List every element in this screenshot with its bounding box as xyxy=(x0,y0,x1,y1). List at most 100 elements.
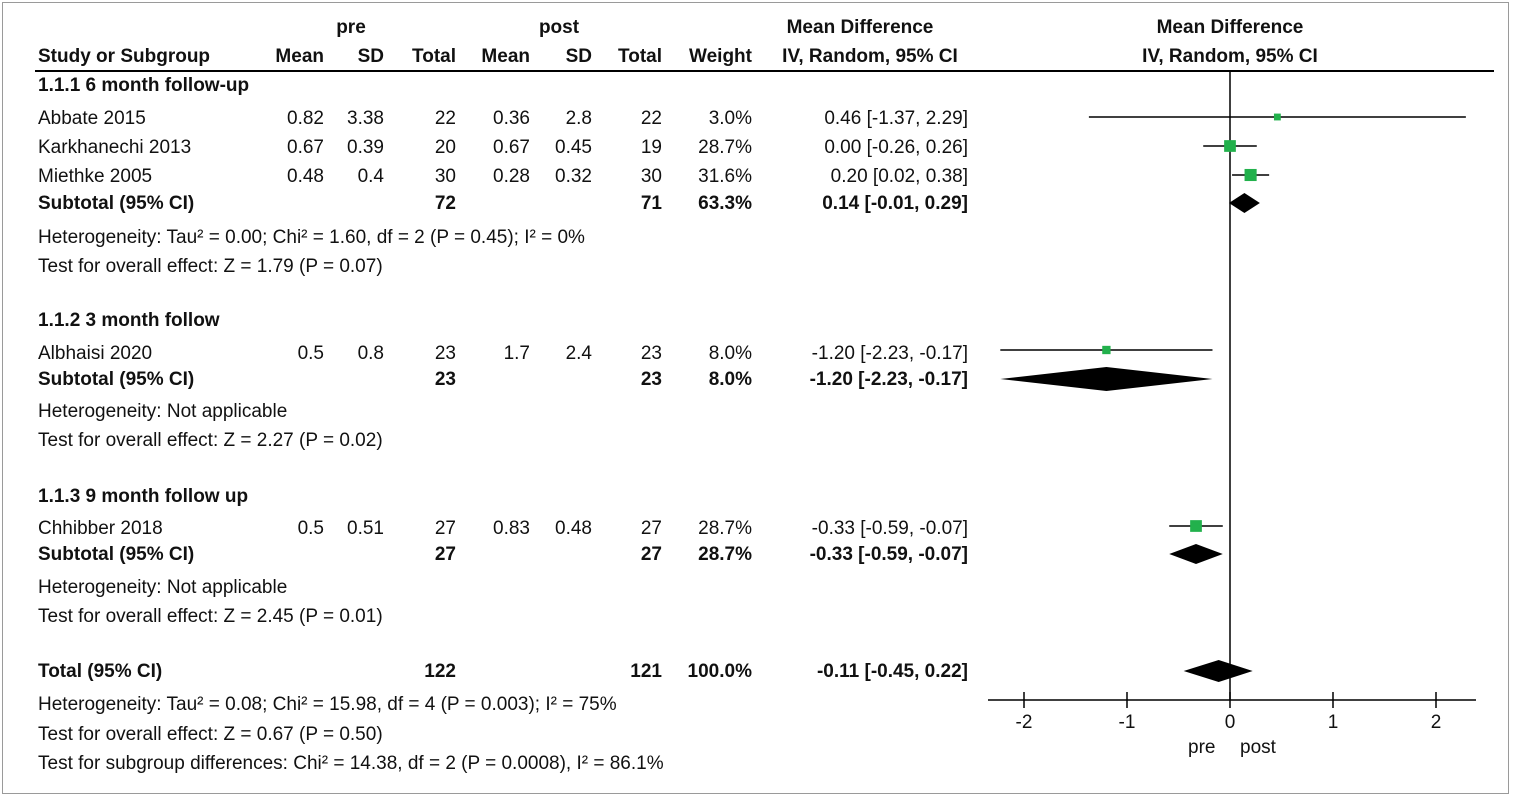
overall-effect-text: Test for overall effect: Z = 1.79 (P = 0… xyxy=(38,256,383,277)
weight: 31.6% xyxy=(698,166,752,187)
pooled-diamond xyxy=(1169,544,1223,564)
pre-mean: 0.5 xyxy=(297,518,324,539)
x-axis-tick-label: -2 xyxy=(1016,712,1033,733)
x-axis-tick-label: 1 xyxy=(1328,712,1339,733)
total-ci: -0.11 [-0.45, 0.22] xyxy=(816,661,968,682)
weight: 28.7% xyxy=(698,518,752,539)
post-mean: 0.28 xyxy=(493,166,530,187)
header-post-sd: SD xyxy=(565,46,592,67)
header-plot-title: Mean Difference xyxy=(1156,17,1304,38)
ci-value: -0.33 [-0.59, -0.07] xyxy=(811,518,968,539)
header-study-col: Study or Subgroup xyxy=(38,46,211,67)
post-total: 19 xyxy=(640,137,662,158)
subgroup-title: 1.1.1 6 month follow-up xyxy=(38,75,250,96)
post-sd: 0.45 xyxy=(555,137,592,158)
study-name: Abbate 2015 xyxy=(38,108,146,129)
pre-mean: 0.5 xyxy=(297,343,324,364)
post-mean: 1.7 xyxy=(503,343,530,364)
post-mean: 0.83 xyxy=(493,518,530,539)
study-point-square xyxy=(1273,113,1281,121)
header-post-total: Total xyxy=(618,46,662,67)
study-point-square xyxy=(1102,345,1111,355)
weight: 3.0% xyxy=(708,108,752,129)
header-pre-total: Total xyxy=(412,46,456,67)
subtotal-post-total: 27 xyxy=(640,544,662,565)
post-total: 22 xyxy=(640,108,662,129)
subtotal-pre-total: 23 xyxy=(434,369,456,390)
study-point-square xyxy=(1224,140,1236,152)
x-axis-tick-label: 2 xyxy=(1431,712,1442,733)
heterogeneity-text: Heterogeneity: Tau² = 0.00; Chi² = 1.60,… xyxy=(38,227,585,248)
pre-sd: 0.39 xyxy=(347,137,384,158)
heterogeneity-text: Heterogeneity: Not applicable xyxy=(38,577,288,598)
post-total: 30 xyxy=(640,166,662,187)
header-pre-sd: SD xyxy=(357,46,384,67)
header-weight: Weight xyxy=(689,46,752,67)
overall-effect-text: Test for overall effect: Z = 2.45 (P = 0… xyxy=(38,606,383,627)
x-axis-tick-label: -1 xyxy=(1119,712,1136,733)
total-post-total: 121 xyxy=(630,661,662,682)
header-group-pre: pre xyxy=(336,17,366,38)
total-pre-total: 122 xyxy=(424,661,456,682)
heterogeneity-text: Heterogeneity: Not applicable xyxy=(38,401,288,422)
header-pre-mean: Mean xyxy=(275,46,324,67)
study-point-square xyxy=(1244,168,1257,182)
study-point-square xyxy=(1190,520,1202,532)
post-sd: 2.8 xyxy=(565,108,592,129)
ci-value: 0.00 [-0.26, 0.26] xyxy=(824,137,968,158)
study-name: Karkhanechi 2013 xyxy=(38,137,192,158)
pre-total: 23 xyxy=(434,343,456,364)
subtotal-ci: 0.14 [-0.01, 0.29] xyxy=(822,193,968,214)
subtotal-ci: -1.20 [-2.23, -0.17] xyxy=(809,369,968,390)
x-axis-tick-label: 0 xyxy=(1225,712,1236,733)
subgroup-differences-text: Test for subgroup differences: Chi² = 14… xyxy=(38,753,664,774)
axis-label-post: post xyxy=(1240,737,1276,758)
subtotal-weight: 28.7% xyxy=(698,544,752,565)
header-post-mean: Mean xyxy=(481,46,530,67)
pre-mean: 0.67 xyxy=(287,137,324,158)
subtotal-label: Subtotal (95% CI) xyxy=(38,369,195,390)
pooled-diamond xyxy=(1183,660,1253,682)
post-sd: 0.32 xyxy=(555,166,592,187)
total-label: Total (95% CI) xyxy=(38,661,163,682)
post-mean: 0.36 xyxy=(493,108,530,129)
header-effect-method: IV, Random, 95% CI xyxy=(782,46,958,67)
weight: 8.0% xyxy=(708,343,752,364)
subtotal-label: Subtotal (95% CI) xyxy=(38,544,195,565)
study-name: Miethke 2005 xyxy=(38,166,153,187)
pre-total: 20 xyxy=(434,137,456,158)
subtotal-post-total: 23 xyxy=(640,369,662,390)
weight: 28.7% xyxy=(698,137,752,158)
total-overall-effect-text: Test for overall effect: Z = 0.67 (P = 0… xyxy=(38,724,383,745)
pre-mean: 0.48 xyxy=(287,166,324,187)
subtotal-label: Subtotal (95% CI) xyxy=(38,193,195,214)
subtotal-post-total: 71 xyxy=(640,193,662,214)
post-total: 27 xyxy=(640,518,662,539)
header-effect-title: Mean Difference xyxy=(786,17,934,38)
pooled-diamond xyxy=(1000,367,1213,391)
axis-label-pre: pre xyxy=(1188,737,1216,758)
post-sd: 0.48 xyxy=(555,518,592,539)
pre-sd: 0.51 xyxy=(347,518,384,539)
study-name: Chhibber 2018 xyxy=(38,518,163,539)
subtotal-weight: 63.3% xyxy=(698,193,752,214)
pre-sd: 0.4 xyxy=(357,166,384,187)
ci-value: 0.20 [0.02, 0.38] xyxy=(830,166,968,187)
pre-sd: 0.8 xyxy=(357,343,384,364)
pre-total: 27 xyxy=(434,518,456,539)
overall-effect-text: Test for overall effect: Z = 2.27 (P = 0… xyxy=(38,430,383,451)
total-heterogeneity-text: Heterogeneity: Tau² = 0.08; Chi² = 15.98… xyxy=(38,694,617,715)
header-group-post: post xyxy=(538,17,580,38)
ci-value: 0.46 [-1.37, 2.29] xyxy=(824,108,968,129)
subtotal-pre-total: 72 xyxy=(434,193,456,214)
pooled-diamond xyxy=(1228,193,1260,213)
subgroup-title: 1.1.3 9 month follow up xyxy=(38,486,249,507)
pre-total: 22 xyxy=(434,108,456,129)
pre-total: 30 xyxy=(434,166,456,187)
subgroup-title: 1.1.2 3 month follow xyxy=(38,310,220,331)
total-weight: 100.0% xyxy=(687,661,752,682)
pre-mean: 0.82 xyxy=(287,108,324,129)
post-mean: 0.67 xyxy=(493,137,530,158)
subtotal-weight: 8.0% xyxy=(708,369,752,390)
